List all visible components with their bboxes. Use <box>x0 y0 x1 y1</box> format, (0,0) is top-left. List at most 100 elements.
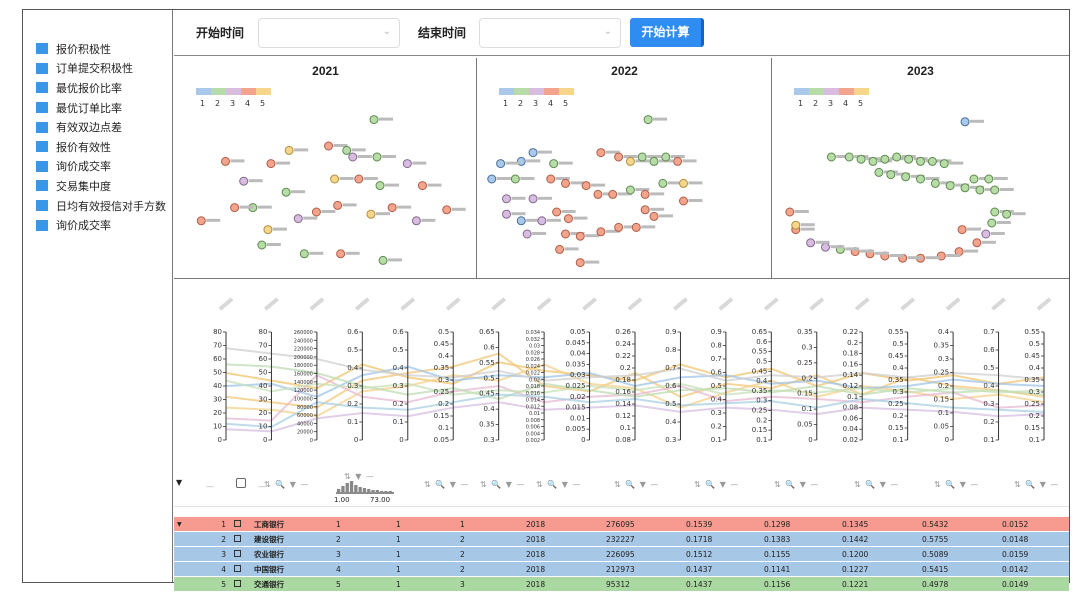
compute-button[interactable]: 开始计算 <box>630 18 704 47</box>
metric-item[interactable]: 最优报价比率 <box>23 78 172 98</box>
table-row[interactable]: 5 交通银行 5 1 3 2018 95312 0.1437 0.1156 0.1221 0.497… <box>174 576 1069 591</box>
metric-checkbox[interactable] <box>36 43 48 55</box>
pc-tick-label: 0.4 <box>983 382 995 390</box>
row-checkbox[interactable] <box>234 535 241 542</box>
cluster-panel-2021[interactable]: 2021 1 2 3 4 5 <box>174 58 477 278</box>
cluster-point <box>960 183 970 193</box>
sort-search-filter-icon[interactable]: ⇅ 🔍 ▼ — <box>480 480 526 489</box>
table-cell-v4: 0.4978 <box>922 580 949 589</box>
sort-search-filter-icon[interactable]: ⇅ 🔍 ▼ — <box>614 480 660 489</box>
metric-item[interactable]: 订单提交积极性 <box>23 59 172 79</box>
metric-item[interactable]: 有效双边点差 <box>23 117 172 137</box>
pc-tick-label: 0.01 <box>570 414 586 422</box>
sort-search-filter-icon[interactable]: ⇅ 🔍 ▼ — <box>264 480 310 489</box>
cluster-panel-2023[interactable]: 2023 1 2 3 4 5 <box>772 58 1069 278</box>
metric-checkbox[interactable] <box>36 141 48 153</box>
pc-tick-label: 0.04 <box>570 350 586 358</box>
pc-axis-title-blur <box>354 297 370 311</box>
point-label-blur <box>385 183 400 187</box>
sort-search-filter-icon[interactable]: ⇅ 🔍 ▼ — <box>424 480 470 489</box>
sort-search-filter-icon[interactable]: ⇅ 🔍 ▼ — <box>1014 480 1060 489</box>
table-row[interactable]: 4 中国银行 4 1 2 2018 212973 0.1437 0.1141 0.1227 0.54… <box>174 561 1069 576</box>
table-cell-v4: 0.5089 <box>922 550 949 559</box>
pc-tick-label: 0.01 <box>529 411 540 417</box>
cluster-scatter[interactable]: 2021 1 2 3 4 5 <box>174 58 477 278</box>
table-cell-v3: 0.1200 <box>842 550 869 559</box>
point-label-blur <box>363 177 378 180</box>
metric-item[interactable]: 报价积极性 <box>23 39 172 59</box>
pc-tick-label: 0 <box>399 436 403 444</box>
point-label-blur <box>815 240 830 244</box>
pc-tick-label: 0.1 <box>802 405 813 413</box>
metric-item[interactable]: 交易集中度 <box>23 176 172 196</box>
pc-tick-label: 0.2 <box>620 364 631 372</box>
sort-search-filter-icon[interactable]: ⇅ 🔍 ▼ — <box>694 480 740 489</box>
point-label-blur <box>836 155 851 158</box>
expand-caret-icon[interactable]: ▼ <box>176 478 183 487</box>
row-checkbox[interactable] <box>234 580 241 587</box>
metric-item[interactable]: 报价有效性 <box>23 137 172 157</box>
pc-tick-label: 0.6 <box>665 382 677 390</box>
metric-checkbox[interactable] <box>36 102 48 114</box>
point-label-blur <box>294 148 309 152</box>
metric-label: 最优订单比率 <box>56 101 122 115</box>
table-row[interactable]: 3 农业银行 3 1 2 2018 226095 0.1512 0.1155 0.1200 0.50… <box>174 546 1069 561</box>
sort-search-filter-icon[interactable]: ⇅ 🔍 ▼ — <box>774 480 820 489</box>
select-all-checkbox[interactable] <box>236 478 246 488</box>
table-cell-name: 建设银行 <box>254 535 284 544</box>
cluster-point <box>502 209 511 219</box>
metric-item[interactable]: 询价成交率 <box>23 215 172 235</box>
pc-tick-label: 0.3 <box>665 436 676 444</box>
end-time-select[interactable]: ⌄ <box>479 18 621 48</box>
point-label-blur <box>275 161 290 165</box>
metric-checkbox[interactable] <box>36 82 48 94</box>
metric-checkbox[interactable] <box>36 219 48 231</box>
cluster-point <box>596 227 606 237</box>
histogram-bar <box>345 483 349 492</box>
sort-search-filter-icon[interactable]: ⇅ 🔍 ▼ — <box>934 480 980 489</box>
panel-year-title: 2021 <box>312 64 339 78</box>
sort-search-filter-icon[interactable]: ⇅ 🔍 ▼ — <box>854 480 900 489</box>
metric-checkbox[interactable] <box>36 121 48 133</box>
row-checkbox[interactable] <box>234 520 241 527</box>
table-row[interactable]: ▼ 1 工商银行 1 1 1 2018 276095 0.1539 0.1298 0.1345 0.5… <box>174 516 1069 531</box>
pc-tick-label: 160000 <box>294 372 313 378</box>
legend-label: 1 <box>503 99 508 108</box>
cluster-point <box>658 178 668 188</box>
pc-tick-label: 0.4 <box>484 405 496 413</box>
pc-tick-label: 0.1 <box>393 418 404 426</box>
table-row[interactable]: 2 建设银行 2 1 2 2018 232227 0.1718 0.1383 0.1442 0.57… <box>174 531 1069 546</box>
cluster-scatter[interactable]: 2023 1 2 3 4 5 <box>772 58 1069 278</box>
cluster-panel-2022[interactable]: 2022 1 2 3 4 5 <box>477 58 772 278</box>
metric-item[interactable]: 日均有效授信对手方数 <box>23 196 172 216</box>
cluster-point <box>614 222 624 232</box>
start-time-select[interactable]: ⌄ <box>258 18 400 48</box>
pc-tick-label: 0.012 <box>526 404 540 410</box>
metric-checkbox[interactable] <box>36 160 48 172</box>
table-cell-index: 5 <box>221 580 226 589</box>
row-checkbox[interactable] <box>234 550 241 557</box>
metric-checkbox[interactable] <box>36 200 48 212</box>
parallel-coordinates[interactable]: 80 70 60 50 40 30 20 10 0 80 70 60 50 40 30 20 10 0 260000… <box>174 280 1069 470</box>
row-checkbox[interactable] <box>234 565 241 572</box>
pc-tick-label: 100000 <box>294 396 313 402</box>
parallel-coordinates-plot[interactable]: 80 70 60 50 40 30 20 10 0 80 70 60 50 40 30 20 10 0 260000… <box>174 280 1069 470</box>
pc-axis-title-blur <box>945 297 961 311</box>
slider-min-value: 1.00 <box>334 496 350 504</box>
cluster-scatter[interactable]: 2022 1 2 3 4 5 <box>477 58 772 278</box>
pc-tick-label: 0.016 <box>526 391 540 397</box>
metric-item[interactable]: 最优订单比率 <box>23 98 172 118</box>
row-caret-icon[interactable]: ▼ <box>177 521 182 528</box>
metric-item[interactable]: 询价成交率 <box>23 157 172 177</box>
pc-tick-label: 80 <box>259 328 268 336</box>
range-slider[interactable] <box>334 478 396 494</box>
point-label-blur <box>239 205 254 209</box>
sort-filter-icon[interactable]: ⇅ ▼ — <box>344 472 375 481</box>
point-label-blur <box>303 216 318 220</box>
metric-checkbox[interactable] <box>36 180 48 192</box>
cluster-point <box>593 189 603 199</box>
metric-checkbox[interactable] <box>36 62 48 74</box>
pc-tick-label: 20 <box>213 409 222 417</box>
table-cell-v3: 0.1345 <box>842 520 869 529</box>
sort-search-filter-icon[interactable]: ⇅ 🔍 ▼ — <box>536 480 582 489</box>
